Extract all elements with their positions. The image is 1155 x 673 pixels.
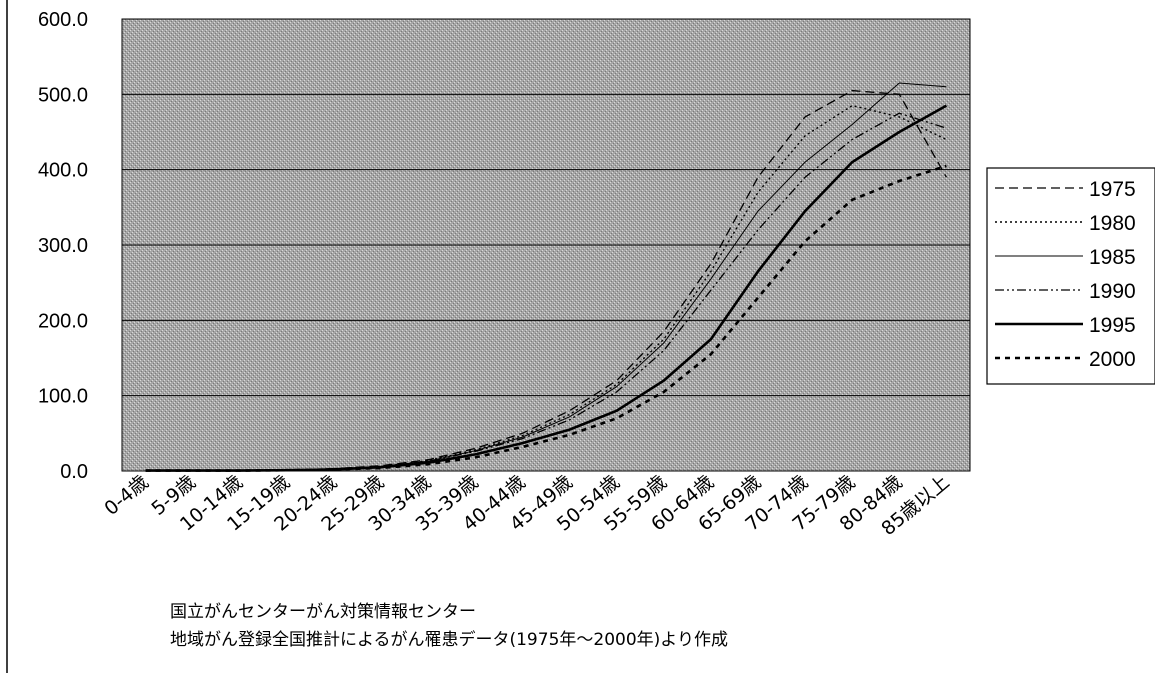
legend: 1975 1980 1985 1990 1995 2000 xyxy=(986,167,1155,385)
source-note-line1: 国立がんセンターがん対策情報センター xyxy=(170,602,476,622)
source-note-line2: 地域がん登録全国推計によるがん罹患データ(1975年〜2000年)より作成 xyxy=(170,630,728,650)
gridlines xyxy=(122,93,970,397)
legend-label: 1995 xyxy=(1089,314,1136,337)
legend-label: 1985 xyxy=(1089,246,1136,269)
series-lines xyxy=(145,82,948,472)
legend-label: 1990 xyxy=(1089,280,1136,303)
series-line-1980 xyxy=(145,104,947,472)
series-line-2000 xyxy=(145,164,947,472)
y-tick-label: 100.0 xyxy=(38,386,88,408)
y-tick-label: 500.0 xyxy=(38,84,88,106)
y-axis-labels: 0.0 100.0 200.0 300.0 400.0 500.0 600.0 xyxy=(38,9,88,483)
legend-box xyxy=(986,167,1155,385)
legend-label: 1980 xyxy=(1089,212,1136,235)
y-tick-label: 300.0 xyxy=(38,235,88,257)
legend-label: 1975 xyxy=(1089,178,1136,201)
y-tick-label: 400.0 xyxy=(38,160,88,182)
x-tick-label: 0-4歳 xyxy=(100,471,152,520)
y-tick-label: 600.0 xyxy=(38,9,88,31)
y-tick-label: 0.0 xyxy=(60,461,88,483)
x-axis-labels: 0-4歳5-9歳10-14歳15-19歳20-24歳25-29歳30-34歳35… xyxy=(100,471,953,540)
y-tick-label: 200.0 xyxy=(38,310,88,332)
legend-label: 2000 xyxy=(1089,348,1136,371)
